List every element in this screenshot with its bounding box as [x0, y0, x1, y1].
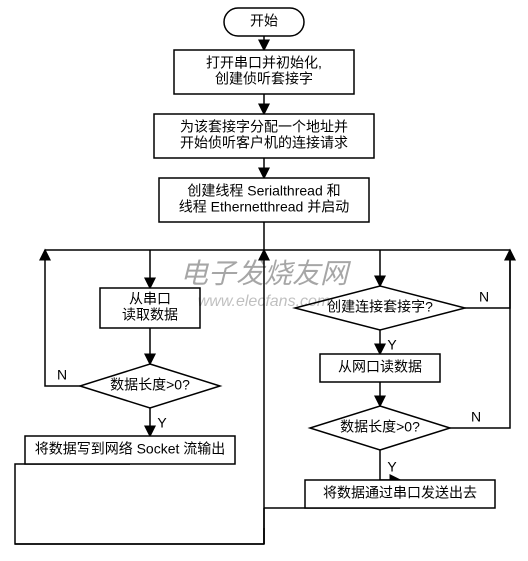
node-text: 创建线程 Serialthread 和: [187, 183, 340, 199]
node-writeSerial: 将数据通过串口发送出去: [305, 480, 495, 508]
node-assign: 为该套接字分配一个地址并开始侦听客户机的连接请求: [154, 114, 374, 158]
node-text: 读取数据: [122, 307, 178, 323]
flowchart-canvas: 开始打开串口并初始化,创建侦听套接字为该套接字分配一个地址并开始侦听客户机的连接…: [0, 0, 528, 561]
node-text: 数据长度>0?: [110, 377, 190, 393]
node-threads: 创建线程 Serialthread 和线程 Ethernetthread 并启动: [159, 178, 369, 222]
node-text: 将数据写到网络 Socket 流输出: [35, 441, 226, 457]
edge: [45, 250, 80, 386]
node-text: 开始侦听客户机的连接请求: [180, 135, 348, 151]
node-text: 从串口: [129, 291, 171, 307]
node-start: 开始: [224, 8, 304, 36]
node-lenR: 数据长度>0?: [310, 406, 450, 450]
node-text: 从网口读数据: [338, 359, 422, 375]
node-lenL: 数据长度>0?: [80, 364, 220, 408]
edge: [450, 250, 510, 428]
node-writeNet: 将数据写到网络 Socket 流输出: [25, 436, 235, 464]
branch-label: Y: [157, 415, 167, 431]
node-text: 线程 Ethernetthread 并启动: [179, 199, 349, 215]
node-text: 为该套接字分配一个地址并: [180, 119, 348, 135]
node-createConn: 创建连接套接字?: [295, 286, 465, 330]
node-text: 创建侦听套接字: [215, 71, 313, 87]
node-text: 数据长度>0?: [340, 419, 420, 435]
branch-label: N: [479, 289, 489, 305]
branch-label: N: [471, 409, 481, 425]
edge: [15, 464, 264, 544]
node-text: 创建连接套接字?: [327, 299, 433, 315]
branch-label: Y: [387, 459, 397, 475]
node-text: 将数据通过串口发送出去: [323, 485, 477, 501]
node-readNet: 从网口读数据: [320, 354, 440, 382]
node-init: 打开串口并初始化,创建侦听套接字: [174, 50, 354, 94]
node-text: 打开串口并初始化,: [206, 55, 322, 71]
node-readSerial: 从串口读取数据: [100, 288, 200, 328]
branch-label: N: [57, 367, 67, 383]
branch-label: Y: [387, 337, 397, 353]
node-text: 开始: [250, 13, 278, 29]
